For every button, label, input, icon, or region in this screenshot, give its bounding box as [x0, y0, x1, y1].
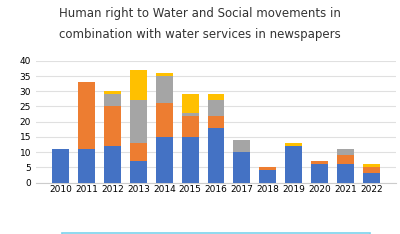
Bar: [234, 140, 250, 152]
Bar: [259, 170, 276, 183]
Bar: [104, 146, 121, 183]
Text: combination with water services in newspapers: combination with water services in newsp…: [59, 28, 341, 41]
Bar: [311, 164, 328, 183]
Bar: [311, 161, 328, 164]
Bar: [78, 149, 95, 183]
Bar: [156, 76, 173, 103]
Bar: [156, 103, 173, 137]
Bar: [182, 94, 198, 113]
Bar: [182, 116, 198, 137]
Bar: [234, 152, 250, 183]
Bar: [285, 143, 302, 146]
Legend: Human right to Water (DHA), 15-M, Right2Water, Marea Azul: Human right to Water (DHA), 15-M, Right2…: [62, 233, 370, 234]
Bar: [208, 100, 224, 116]
Bar: [182, 113, 198, 116]
Bar: [337, 149, 354, 155]
Bar: [104, 94, 121, 106]
Bar: [130, 143, 147, 161]
Text: Human right to Water and Social movements in: Human right to Water and Social movement…: [59, 7, 341, 20]
Bar: [130, 100, 147, 143]
Bar: [156, 73, 173, 76]
Bar: [363, 164, 380, 167]
Bar: [337, 155, 354, 164]
Bar: [104, 91, 121, 94]
Bar: [104, 106, 121, 146]
Bar: [52, 149, 69, 183]
Bar: [363, 167, 380, 173]
Bar: [259, 167, 276, 170]
Bar: [78, 82, 95, 149]
Bar: [182, 137, 198, 183]
Bar: [208, 128, 224, 183]
Bar: [130, 161, 147, 183]
Bar: [156, 137, 173, 183]
Bar: [208, 116, 224, 128]
Bar: [337, 164, 354, 183]
Bar: [363, 173, 380, 183]
Bar: [130, 70, 147, 100]
Bar: [208, 94, 224, 100]
Bar: [285, 146, 302, 183]
